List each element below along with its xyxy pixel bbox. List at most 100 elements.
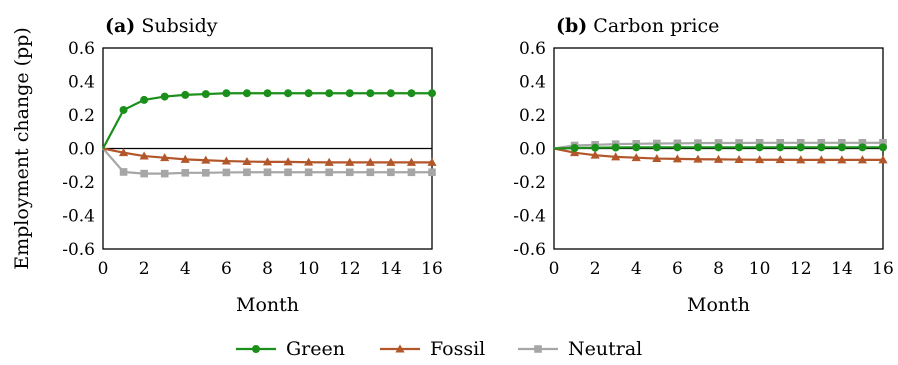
x-tick-label: 8 (713, 259, 724, 279)
data-point-fossil (755, 155, 765, 164)
x-tick-label: 10 (298, 259, 320, 279)
data-point-fossil (139, 151, 149, 160)
y-tick-label: -0.2 (62, 173, 95, 193)
data-point-green (611, 143, 620, 152)
data-point-neutral (119, 168, 128, 176)
data-point-green (263, 89, 272, 98)
data-point-fossil (304, 157, 314, 166)
data-point-neutral (140, 169, 148, 178)
data-point-neutral (673, 139, 682, 148)
series-fossil (553, 147, 888, 164)
y-axis-label: Employment change (pp) (11, 27, 33, 270)
data-point-green (652, 143, 661, 152)
data-point-fossil (386, 157, 396, 166)
data-point-green (242, 89, 251, 98)
series-green (553, 143, 887, 152)
x-tick-label: 14 (380, 259, 402, 279)
data-point-green (181, 90, 190, 99)
legend-item-green: Green (236, 338, 345, 360)
x-tick-label: 4 (631, 259, 642, 279)
data-point-fossil (242, 156, 252, 166)
data-point-fossil (652, 153, 662, 162)
legend-item-neutral: Neutral (518, 338, 642, 360)
data-point-green (837, 143, 846, 152)
y-tick-label: 0.2 (68, 106, 95, 126)
data-point-fossil (693, 154, 703, 163)
data-point-green (796, 143, 805, 152)
data-point-neutral (325, 168, 333, 177)
data-point-fossil (406, 157, 417, 166)
data-point-green (755, 143, 764, 152)
data-point-fossil (878, 155, 888, 164)
data-point-fossil (262, 157, 273, 166)
x-tick-label: 8 (262, 259, 273, 279)
data-point-neutral (304, 168, 313, 177)
data-point-green (735, 143, 744, 152)
data-point-neutral (714, 139, 723, 147)
data-point-neutral (222, 168, 231, 177)
data-point-fossil (796, 155, 806, 164)
data-point-neutral (796, 139, 805, 147)
data-point-neutral (181, 168, 190, 177)
data-point-fossil (611, 152, 621, 161)
y-tick-label: 0.2 (519, 106, 546, 126)
data-point-fossil (713, 154, 724, 163)
data-point-fossil (160, 153, 170, 162)
series-neutral (102, 147, 436, 178)
legend-marker (395, 344, 405, 353)
panel-title: (b) Carbon price (556, 15, 719, 37)
data-point-green (879, 143, 887, 152)
data-point-neutral (838, 139, 846, 147)
data-point-green (407, 89, 416, 98)
data-point-neutral (366, 168, 375, 177)
data-point-green (325, 89, 334, 98)
data-point-green (428, 89, 436, 98)
x-tick-label: 6 (672, 259, 683, 279)
legend-marker (252, 345, 260, 353)
data-point-green (570, 143, 579, 152)
y-tick-label: 0.4 (519, 73, 546, 93)
legend-label: Green (286, 338, 345, 360)
x-tick-label: 0 (98, 259, 109, 279)
data-point-green (345, 89, 354, 98)
data-point-neutral (428, 168, 436, 177)
data-point-green (119, 105, 128, 114)
x-tick-label: 0 (549, 259, 560, 279)
data-point-fossil (180, 154, 190, 163)
x-tick-label: 6 (221, 259, 232, 279)
panel-b: -0.6 -0.4 -0.2 0.0 0.2 0.4 0.6 0 2 4 6 8 10 12 14 16 Mon… (513, 15, 894, 316)
data-point-fossil (631, 153, 641, 162)
data-point-green (632, 143, 641, 152)
panel-label: (a) (105, 15, 135, 37)
data-point-green (817, 143, 826, 152)
series-line-green (102, 92, 432, 150)
x-axis-label: Month (687, 294, 750, 316)
panel-title-text: Carbon price (587, 15, 719, 37)
data-point-neutral (160, 169, 169, 178)
series-fossil (102, 147, 437, 166)
data-point-green (673, 143, 682, 152)
data-point-neutral (284, 168, 292, 177)
data-point-fossil (775, 155, 785, 164)
data-point-fossil (837, 155, 847, 164)
data-point-green (591, 143, 600, 152)
panel-title: (a) Subsidy (105, 15, 218, 37)
data-point-green (386, 89, 395, 98)
panel-label: (b) (556, 15, 587, 37)
data-point-green (714, 143, 723, 152)
data-point-green (693, 143, 702, 152)
data-point-neutral (407, 168, 416, 177)
data-point-fossil (345, 157, 355, 166)
y-tick-label: -0.6 (62, 240, 95, 260)
data-point-neutral (776, 139, 784, 147)
x-tick-label: 12 (339, 259, 361, 279)
data-point-green (201, 90, 210, 99)
data-point-fossil (734, 154, 744, 164)
data-point-fossil (283, 157, 293, 166)
x-tick-label: 2 (590, 259, 601, 279)
y-tick-label: -0.6 (513, 240, 546, 260)
x-tick-label: 14 (831, 259, 853, 279)
data-point-green (284, 89, 293, 98)
data-point-green (222, 89, 231, 98)
